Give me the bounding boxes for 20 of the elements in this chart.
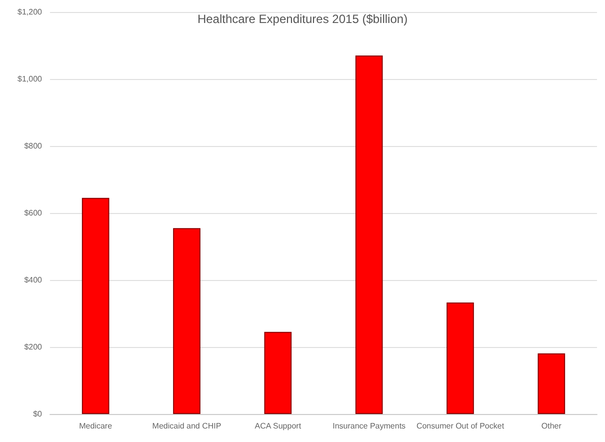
bar bbox=[173, 228, 200, 414]
y-tick-label: $400 bbox=[24, 276, 43, 284]
y-tick-label: $800 bbox=[24, 142, 43, 150]
bar bbox=[264, 332, 292, 414]
y-tick-label: $200 bbox=[24, 342, 43, 352]
bar bbox=[82, 198, 110, 414]
bar bbox=[355, 56, 383, 414]
y-tick-label: $0 bbox=[33, 410, 43, 418]
x-tick-label: Consumer Out of Pocket bbox=[416, 422, 505, 430]
x-tick-label: ACA Support bbox=[254, 422, 302, 430]
x-tick-label: Medicaid and CHIP bbox=[152, 422, 222, 430]
x-tick-label: Medicare bbox=[79, 422, 113, 430]
y-tick-label: $600 bbox=[24, 208, 43, 218]
bar bbox=[446, 302, 474, 414]
x-tick-label: Other bbox=[541, 422, 562, 430]
y-tick-label: $1,200 bbox=[18, 8, 43, 16]
chart-title: Healthcare Expenditures 2015 ($billion) bbox=[197, 12, 408, 26]
x-tick-label: Insurance Payments bbox=[332, 422, 406, 430]
bar bbox=[538, 353, 566, 414]
y-tick-label: $1,000 bbox=[18, 74, 43, 84]
